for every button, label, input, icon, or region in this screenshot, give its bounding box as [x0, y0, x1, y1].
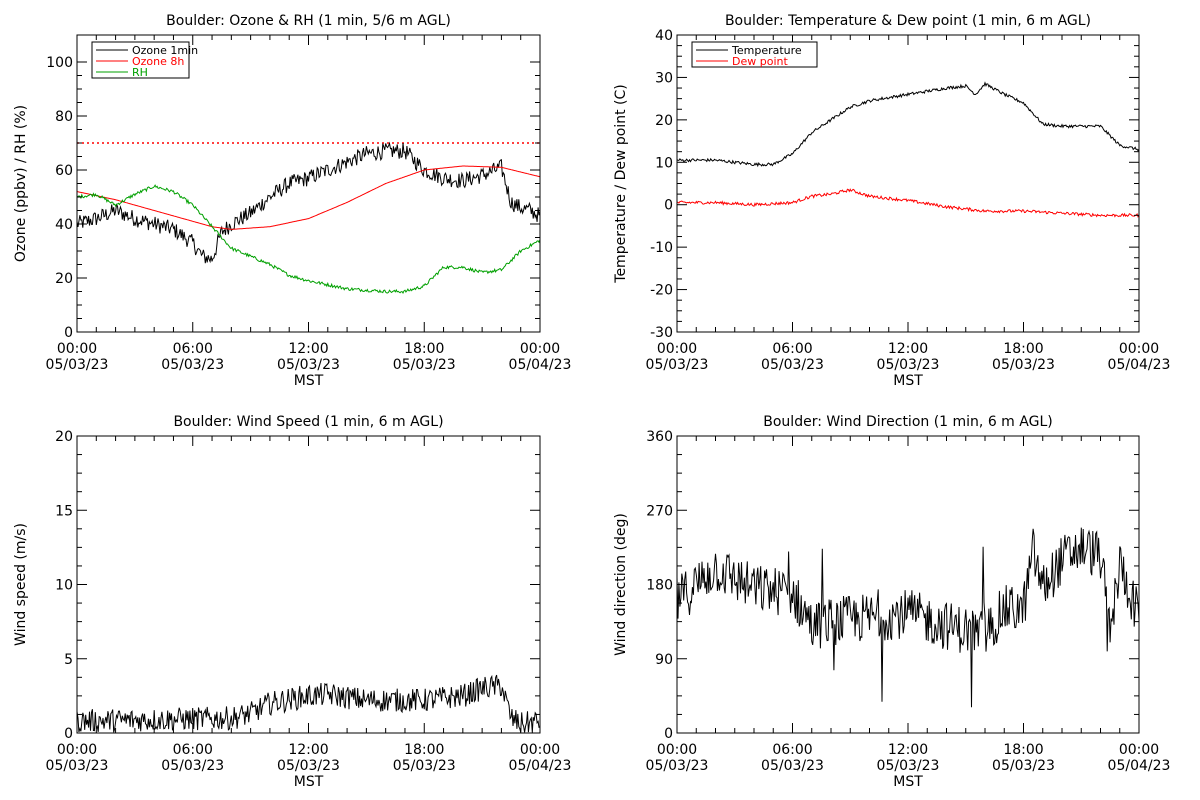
y-tick-label: 0	[664, 726, 673, 742]
legend-box	[691, 41, 818, 68]
x-tick-label-time: 18:00	[1003, 341, 1043, 357]
series-line-3	[77, 184, 540, 295]
chart-title: Boulder: Temperature & Dew point (1 min,…	[725, 13, 1091, 29]
chart-panel-3: Boulder: Wind Speed (1 min, 6 m AGL) 0 5 10…	[13, 414, 571, 790]
x-tick-label-date: 05/03/23	[992, 357, 1055, 373]
series-line-1	[677, 527, 1139, 708]
x-tick-label-date: 05/03/23	[277, 357, 340, 373]
y-axis-label: Ozone (ppbv) / RH (%)	[13, 105, 29, 262]
legend-label: Temperature	[731, 44, 802, 57]
series-line-2	[77, 165, 540, 230]
y-tick-label: 90	[655, 652, 673, 668]
x-tick-label-time: 00:00	[1119, 341, 1159, 357]
x-tick-label-time: 12:00	[888, 742, 928, 758]
x-tick-label-date: 05/03/23	[646, 357, 709, 373]
legend-label: Dew point	[732, 55, 788, 68]
x-tick-label-time: 00:00	[1119, 742, 1159, 758]
x-tick-label-time: 18:00	[404, 341, 444, 357]
series-line-1	[677, 81, 1139, 168]
legend-label: Ozone 8h	[132, 55, 184, 68]
y-tick-label: 180	[646, 578, 673, 594]
x-tick-label-date: 05/03/23	[393, 758, 456, 774]
x-tick-label-date: 05/04/23	[509, 357, 572, 373]
x-tick-label-date: 05/03/23	[992, 758, 1055, 774]
x-tick-label-time: 00:00	[520, 341, 560, 357]
y-tick-label: 15	[55, 503, 73, 519]
y-tick-label: 100	[46, 55, 73, 71]
y-tick-label: 0	[64, 726, 73, 742]
series-line-2	[677, 188, 1139, 218]
x-tick-label-time: 12:00	[288, 742, 328, 758]
x-tick-label-time: 06:00	[173, 742, 213, 758]
chart-title: Boulder: Wind Direction (1 min, 6 m AGL)	[763, 414, 1052, 430]
x-axis-label: MST	[893, 774, 923, 790]
x-tick-label-date: 05/03/23	[393, 357, 456, 373]
y-axis-label: Temperature / Dew point (C)	[613, 84, 629, 283]
x-tick-label-date: 05/03/23	[161, 758, 224, 774]
legend-label: Ozone 1min	[132, 44, 198, 57]
x-tick-label-date: 05/03/23	[46, 758, 109, 774]
x-tick-label-time: 00:00	[57, 742, 97, 758]
y-tick-label: 10	[55, 578, 73, 594]
x-tick-label-time: 18:00	[1003, 742, 1043, 758]
y-axis-label: Wind speed (m/s)	[13, 523, 29, 646]
y-axis-label: Wind direction (deg)	[613, 513, 629, 656]
chart-title: Boulder: Ozone & RH (1 min, 5/6 m AGL)	[166, 13, 451, 29]
x-tick-label-date: 05/03/23	[761, 357, 824, 373]
y-tick-label: -20	[650, 283, 673, 299]
x-tick-label-date: 05/04/23	[509, 758, 572, 774]
y-tick-label: 360	[646, 429, 673, 445]
x-tick-label-date: 05/03/23	[761, 758, 824, 774]
x-axis-label: MST	[294, 774, 324, 790]
y-tick-label: 20	[55, 271, 73, 287]
x-tick-label-date: 05/03/23	[46, 357, 109, 373]
series-line-1	[77, 141, 540, 264]
y-tick-label: 10	[655, 155, 673, 171]
y-tick-label: 0	[664, 198, 673, 214]
x-axis-label: MST	[893, 373, 923, 389]
x-tick-label-time: 12:00	[288, 341, 328, 357]
y-tick-label: 30	[655, 70, 673, 86]
chart-panel-1: Boulder: Ozone & RH (1 min, 5/6 m AGL) 0 2…	[13, 13, 571, 389]
x-tick-label-time: 00:00	[657, 742, 697, 758]
x-tick-label-date: 05/03/23	[877, 758, 940, 774]
y-tick-label: 5	[64, 652, 73, 668]
legend-label: RH	[132, 66, 148, 79]
x-tick-label-date: 05/03/23	[646, 758, 709, 774]
y-tick-label: 270	[646, 503, 673, 519]
y-tick-label: 80	[55, 109, 73, 125]
x-tick-label-time: 06:00	[173, 341, 213, 357]
x-tick-label-time: 12:00	[888, 341, 928, 357]
series-line-1	[77, 674, 540, 733]
x-tick-label-date: 05/03/23	[277, 758, 340, 774]
y-tick-label: 40	[655, 28, 673, 44]
plot-frame	[676, 34, 1140, 333]
y-tick-label: -30	[650, 325, 673, 341]
x-tick-label-time: 18:00	[404, 742, 444, 758]
x-tick-label-date: 05/03/23	[161, 357, 224, 373]
x-tick-label-date: 05/04/23	[1108, 758, 1171, 774]
x-tick-label-time: 00:00	[520, 742, 560, 758]
x-axis-label: MST	[294, 373, 324, 389]
chart-title: Boulder: Wind Speed (1 min, 6 m AGL)	[173, 414, 443, 430]
x-tick-label-time: 00:00	[57, 341, 97, 357]
y-tick-label: 40	[55, 217, 73, 233]
y-tick-label: 20	[655, 113, 673, 129]
y-tick-label: -10	[650, 240, 673, 256]
x-tick-label-time: 00:00	[657, 341, 697, 357]
chart-panel-2: Boulder: Temperature & Dew point (1 min,…	[613, 13, 1170, 389]
y-tick-label: 20	[55, 429, 73, 445]
x-tick-label-time: 06:00	[772, 742, 812, 758]
y-tick-label: 0	[64, 325, 73, 341]
x-tick-label-date: 05/04/23	[1108, 357, 1171, 373]
chart-panel-4: Boulder: Wind Direction (1 min, 6 m AGL)…	[613, 414, 1170, 790]
y-tick-label: 60	[55, 163, 73, 179]
x-tick-label-date: 05/03/23	[877, 357, 940, 373]
x-tick-label-time: 06:00	[772, 341, 812, 357]
